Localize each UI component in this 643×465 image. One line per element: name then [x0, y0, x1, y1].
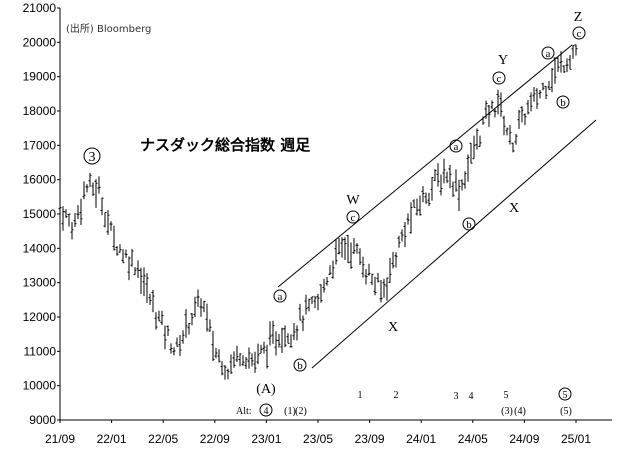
paren-4: (4): [514, 406, 526, 417]
wave-Y-label: Y: [498, 53, 508, 68]
wave-3-label: 3: [89, 150, 96, 165]
x-tick-label: 22/05: [148, 432, 178, 446]
y-c-label: c: [497, 73, 502, 85]
b3-circle: [556, 95, 570, 109]
b3-label: b: [560, 97, 566, 109]
y-tick-label: 16000: [23, 173, 57, 187]
chart-title: ナスダック総合指数 週足: [140, 136, 311, 154]
y-tick-label: 9000: [29, 413, 56, 427]
count-1: 1: [358, 390, 363, 401]
y-tick-label: 11000: [24, 344, 57, 358]
alt-label: Alt:: [236, 406, 252, 417]
a2-label: a: [454, 141, 459, 153]
alt-4-circle: [259, 403, 273, 417]
x-tick-label: 23/01: [251, 432, 281, 446]
y-tick-labels: 9000 10000 11000 12000 13000 14000 15000 16000 1…: [23, 1, 60, 427]
y-tick-label: 13000: [23, 276, 57, 290]
channel-lower-line: [311, 119, 597, 369]
b2-label: b: [466, 219, 472, 231]
x-tick-label: 22/01: [97, 432, 127, 446]
y-tick-label: 17000: [23, 138, 57, 152]
x-tick-label: 24/09: [509, 432, 539, 446]
source-label: (出所) Bloomberg: [66, 22, 151, 35]
x-tick-label: 23/05: [303, 432, 333, 446]
a1-circle: [273, 289, 287, 303]
channel-upper-line: [277, 44, 573, 288]
count-5-circle: [558, 387, 572, 401]
b1-label: b: [297, 360, 303, 372]
b2-circle: [462, 217, 476, 231]
y-tick-label: 14000: [23, 241, 57, 255]
y-tick-label: 20000: [23, 35, 57, 49]
x-tick-label: 21/09: [45, 432, 75, 446]
a3-label: a: [546, 48, 551, 60]
x-tick-labels: 21/09 22/01 22/05 22/09 23/01 23/05 23/09 24/01…: [45, 420, 591, 446]
wave-3-circle: [83, 147, 101, 165]
wave-X2-label: X: [509, 201, 519, 216]
paren-3: (3): [501, 406, 513, 417]
count-4: 4: [469, 391, 474, 402]
wave-W-label: W: [346, 193, 360, 208]
wave-A-label: (A): [256, 382, 276, 397]
a3-circle: [541, 46, 555, 60]
price-bars: [58, 44, 578, 380]
x-tick-label: 24/05: [458, 432, 488, 446]
y-tick-label: 10000: [23, 379, 57, 393]
x-tick-label: 22/09: [200, 432, 230, 446]
a2-circle: [449, 139, 463, 153]
x-tick-label: 25/01: [561, 432, 591, 446]
alt-4-label: 4: [264, 406, 269, 417]
y-tick-label: 15000: [23, 207, 57, 221]
w-c-circle: [346, 210, 360, 224]
count-5-circled: 5: [563, 390, 568, 401]
z-c-label: c: [577, 28, 582, 40]
b1-circle: [293, 358, 307, 372]
y-tick-label: 21000: [23, 1, 57, 15]
count-3: 3: [454, 391, 459, 402]
paren-5: (5): [560, 406, 572, 417]
y-tick-label: 12000: [23, 310, 57, 324]
w-c-label: c: [351, 212, 356, 224]
x-tick-label: 24/01: [406, 432, 436, 446]
wave-X1-label: X: [388, 320, 398, 335]
x-tick-label: 23/09: [355, 432, 385, 446]
paren-1: (1): [284, 406, 296, 417]
y-tick-label: 19000: [23, 70, 57, 84]
y-c-circle: [492, 71, 506, 85]
count-5: 5: [504, 390, 509, 401]
z-c-circle: [572, 26, 586, 40]
y-tick-label: 18000: [23, 104, 57, 118]
count-2: 2: [394, 390, 399, 401]
paren-2: (2): [295, 406, 307, 417]
a1-label: a: [278, 291, 283, 303]
wave-Z-label: Z: [574, 10, 583, 25]
